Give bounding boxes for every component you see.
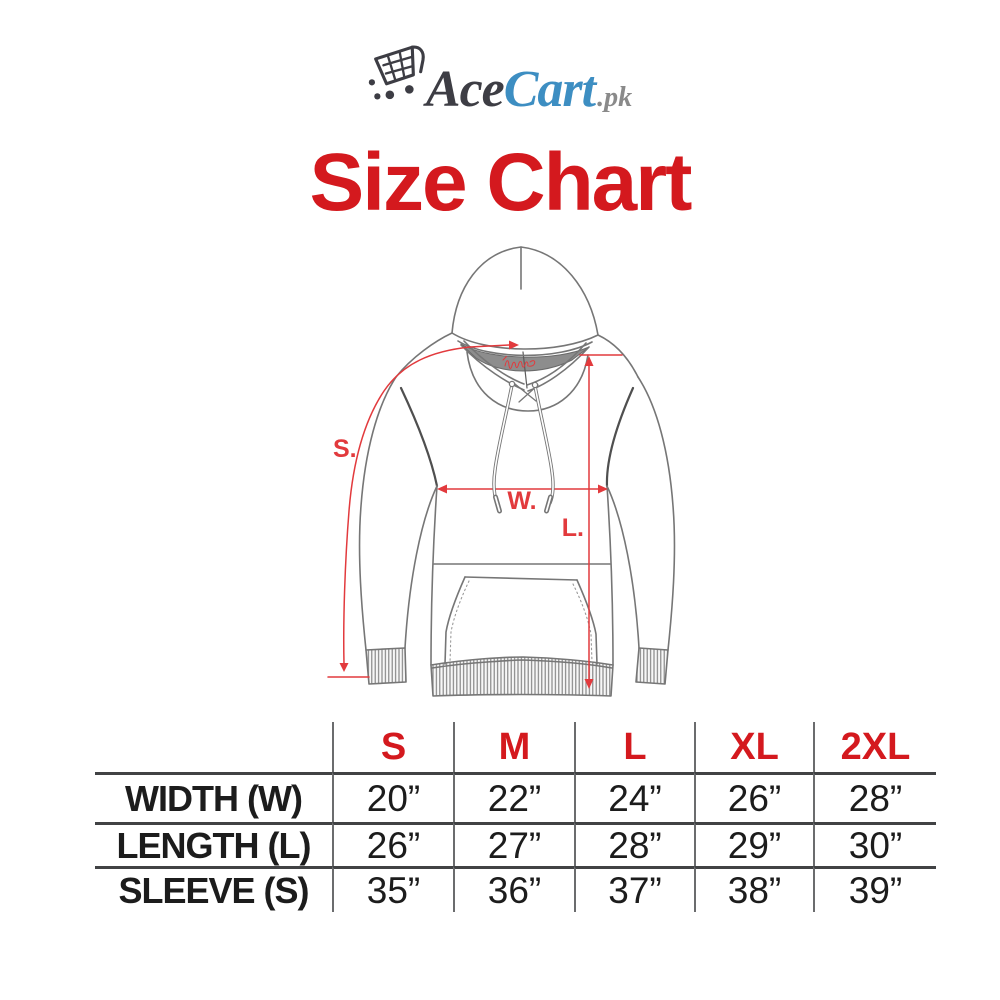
hood [451, 246, 599, 403]
brand-name-cart: Cart [503, 61, 596, 118]
left-sleeve [358, 376, 438, 685]
width-label: W. [507, 487, 536, 515]
hood-lining [460, 343, 590, 372]
hoodie-diagram: S. W. L. [327, 246, 676, 697]
width-value-m: 22” [453, 772, 574, 822]
sleeve-value-xl: 38” [694, 866, 813, 912]
brand-logo-text: Ace Cart .pk [426, 44, 632, 119]
sleeve-value-2xl: 39” [813, 866, 936, 912]
size-table: S M L XL 2XL WIDTH (W) 20” 22” 24” 26” 2… [95, 722, 936, 912]
neckband [466, 351, 589, 412]
page-title: Size Chart [309, 137, 693, 228]
left-cuff [365, 647, 407, 685]
sleeve-value-l: 37” [574, 866, 694, 912]
body-sides [430, 485, 614, 666]
width-value-s: 20” [332, 772, 453, 822]
armhole-seams [399, 386, 635, 488]
size-header-l: L [574, 722, 694, 772]
right-sleeve [606, 376, 676, 685]
hood-brand-signature-icon [502, 356, 536, 369]
length-value-m: 27” [453, 822, 574, 866]
sleeve-measurement-line [327, 340, 519, 678]
hoodie-outline [358, 246, 676, 697]
right-cuff [635, 647, 669, 685]
length-label: L. [562, 514, 584, 542]
width-value-l: 24” [574, 772, 694, 822]
size-header-2xl: 2XL [813, 722, 936, 772]
table-corner-cell [95, 722, 332, 772]
brand-domain: .pk [597, 82, 633, 113]
measurement-annotations: S. W. L. [327, 340, 623, 689]
width-value-xl: 26” [694, 772, 813, 822]
sleeve-value-s: 35” [332, 866, 453, 912]
width-value-2xl: 28” [813, 772, 936, 822]
length-value-l: 28” [574, 822, 694, 866]
row-label-sleeve: SLEEVE (S) [95, 866, 332, 912]
sleeve-label: S. [333, 435, 357, 463]
width-measurement-line [437, 484, 608, 494]
size-header-xl: XL [694, 722, 813, 772]
ribbed-hem [430, 656, 614, 697]
shopping-cart-icon [368, 45, 425, 100]
size-header-m: M [453, 722, 574, 772]
row-label-length: LENGTH (L) [95, 822, 332, 866]
size-header-s: S [332, 722, 453, 772]
length-measurement-line [579, 354, 623, 689]
brand-logo: Ace Cart .pk [0, 44, 1000, 119]
row-label-width: WIDTH (W) [95, 772, 332, 822]
length-value-s: 26” [332, 822, 453, 866]
sleeve-value-m: 36” [453, 866, 574, 912]
kangaroo-pocket [433, 563, 611, 665]
length-value-xl: 29” [694, 822, 813, 866]
length-value-2xl: 30” [813, 822, 936, 866]
brand-name-ace: Ace [425, 61, 505, 118]
drawstrings [492, 380, 555, 514]
